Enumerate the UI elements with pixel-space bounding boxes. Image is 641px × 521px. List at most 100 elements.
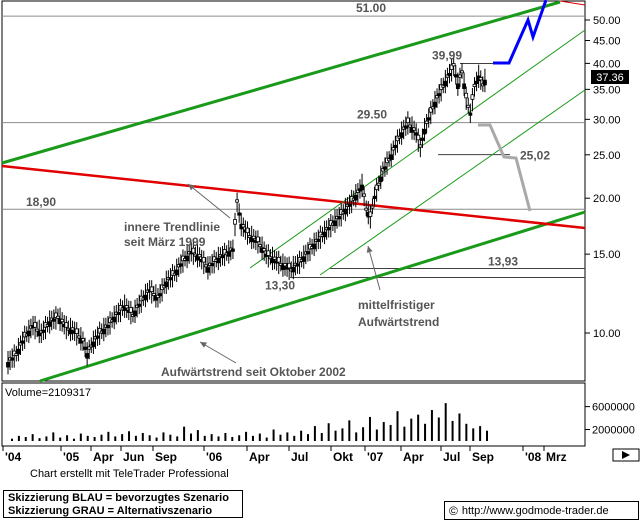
price-candle	[216, 257, 221, 264]
price-candle	[231, 248, 235, 252]
price-candle	[287, 262, 292, 269]
price-candle	[326, 227, 331, 231]
price-candle	[143, 294, 148, 301]
price-candle	[378, 176, 383, 183]
arrow-midterm	[367, 245, 381, 291]
annotation-inner-trend-2: seit März 1999	[124, 235, 206, 249]
price-candle	[233, 219, 237, 225]
level-label: 13,93	[488, 255, 518, 269]
annotation-inner-trend-1: innere Trendlinie	[124, 220, 220, 234]
time-tick-label: Mrz	[546, 450, 567, 464]
time-axis: '04 '05 Apr Jun Sep '06 Apr Jul Okt '07 Apr Jul Sep '…	[2, 446, 640, 464]
price-candle	[10, 357, 15, 361]
price-candle	[149, 286, 154, 292]
price-candle	[210, 263, 214, 267]
price-candle	[405, 117, 410, 124]
price-candle	[241, 224, 246, 228]
price-candle	[451, 63, 456, 67]
time-tick-label: '05	[63, 450, 80, 464]
price-candle	[472, 83, 477, 88]
price-candle	[168, 277, 173, 281]
price-candle	[262, 248, 267, 252]
price-candle	[360, 184, 364, 191]
price-candle	[201, 257, 206, 263]
upper-red-stub	[559, 0, 586, 6]
price-candle	[468, 112, 473, 116]
price-candle	[420, 137, 425, 141]
midterm-channel-upper	[249, 29, 586, 269]
price-candle	[197, 254, 202, 258]
price-candles	[6, 56, 487, 375]
price-candle	[137, 303, 142, 307]
price-candle	[343, 208, 348, 215]
horizontal-levels	[2, 15, 585, 279]
price-candle	[460, 70, 464, 74]
price-candle	[35, 328, 40, 332]
time-tick-label: '08	[525, 450, 542, 464]
price-candle	[178, 263, 183, 267]
price-tick-label: 25.00	[593, 150, 621, 162]
price-candle	[235, 199, 239, 203]
price-candle	[37, 330, 42, 337]
price-candle	[203, 264, 208, 268]
price-candle	[316, 238, 321, 242]
price-candle	[362, 193, 367, 197]
price-candle	[281, 264, 285, 270]
last-price-badge	[591, 70, 629, 84]
price-candle	[266, 250, 271, 256]
price-tick-label: 45.00	[593, 35, 621, 47]
price-candle	[151, 293, 156, 296]
volume-label: Volume=2109317	[5, 387, 91, 399]
source-link[interactable]: © http://www.godmode-trader.de	[444, 501, 639, 520]
source-url[interactable]: http://www.godmode-trader.de	[461, 504, 609, 517]
arrow-inner-trend	[187, 183, 231, 219]
price-candle	[158, 293, 162, 297]
price-candle	[276, 257, 281, 263]
time-tick-label: Okt	[333, 450, 353, 464]
scenario-sketches	[478, 0, 548, 212]
scenario-legend: Skizzierung BLAU = bevorzugtes Szenario …	[3, 490, 243, 518]
price-candle	[435, 95, 439, 99]
price-candle	[428, 107, 433, 113]
price-candle	[312, 243, 317, 250]
blue-scenario	[493, 0, 548, 65]
price-candle	[174, 269, 179, 276]
arrow-midterm-head	[366, 246, 373, 253]
price-candle	[26, 330, 31, 337]
price-candle	[185, 255, 190, 262]
price-candle	[474, 80, 479, 84]
price-candle	[191, 247, 196, 254]
price-candle	[74, 328, 79, 334]
price-candle	[443, 80, 448, 87]
price-candle	[376, 182, 381, 186]
price-candle	[76, 335, 81, 339]
price-candle	[33, 322, 37, 328]
level-labels: 51.00 39,99 29.50 25,02 18,90 13,93 13,30	[26, 1, 550, 292]
copyright-icon: ©	[449, 503, 458, 518]
legend-blue: Skizzierung BLAU = bevorzugtes Szenario	[8, 492, 229, 504]
price-candle	[251, 235, 256, 239]
price-candle	[408, 124, 412, 128]
price-panel-frame	[1, 0, 586, 382]
price-tick-label: 30.00	[593, 114, 621, 126]
time-tick-label: '07	[367, 450, 384, 464]
legend-grey: Skizzierung GRAU = Alternativszenario	[8, 505, 213, 517]
price-candle	[301, 256, 306, 262]
price-candle	[68, 328, 73, 335]
price-candle	[412, 127, 417, 131]
price-candle	[83, 346, 87, 350]
price-candle	[258, 244, 262, 248]
price-candle	[60, 318, 65, 323]
price-candle	[483, 79, 487, 86]
price-candle	[47, 321, 52, 327]
long-term-channel-upper	[1, 0, 561, 165]
price-candle	[370, 205, 375, 209]
price-candle	[449, 64, 454, 70]
price-candle	[64, 322, 69, 328]
grey-scenario	[478, 123, 532, 212]
time-tick-label: '04	[5, 450, 22, 464]
price-candle	[220, 255, 225, 259]
price-candle	[380, 168, 385, 172]
